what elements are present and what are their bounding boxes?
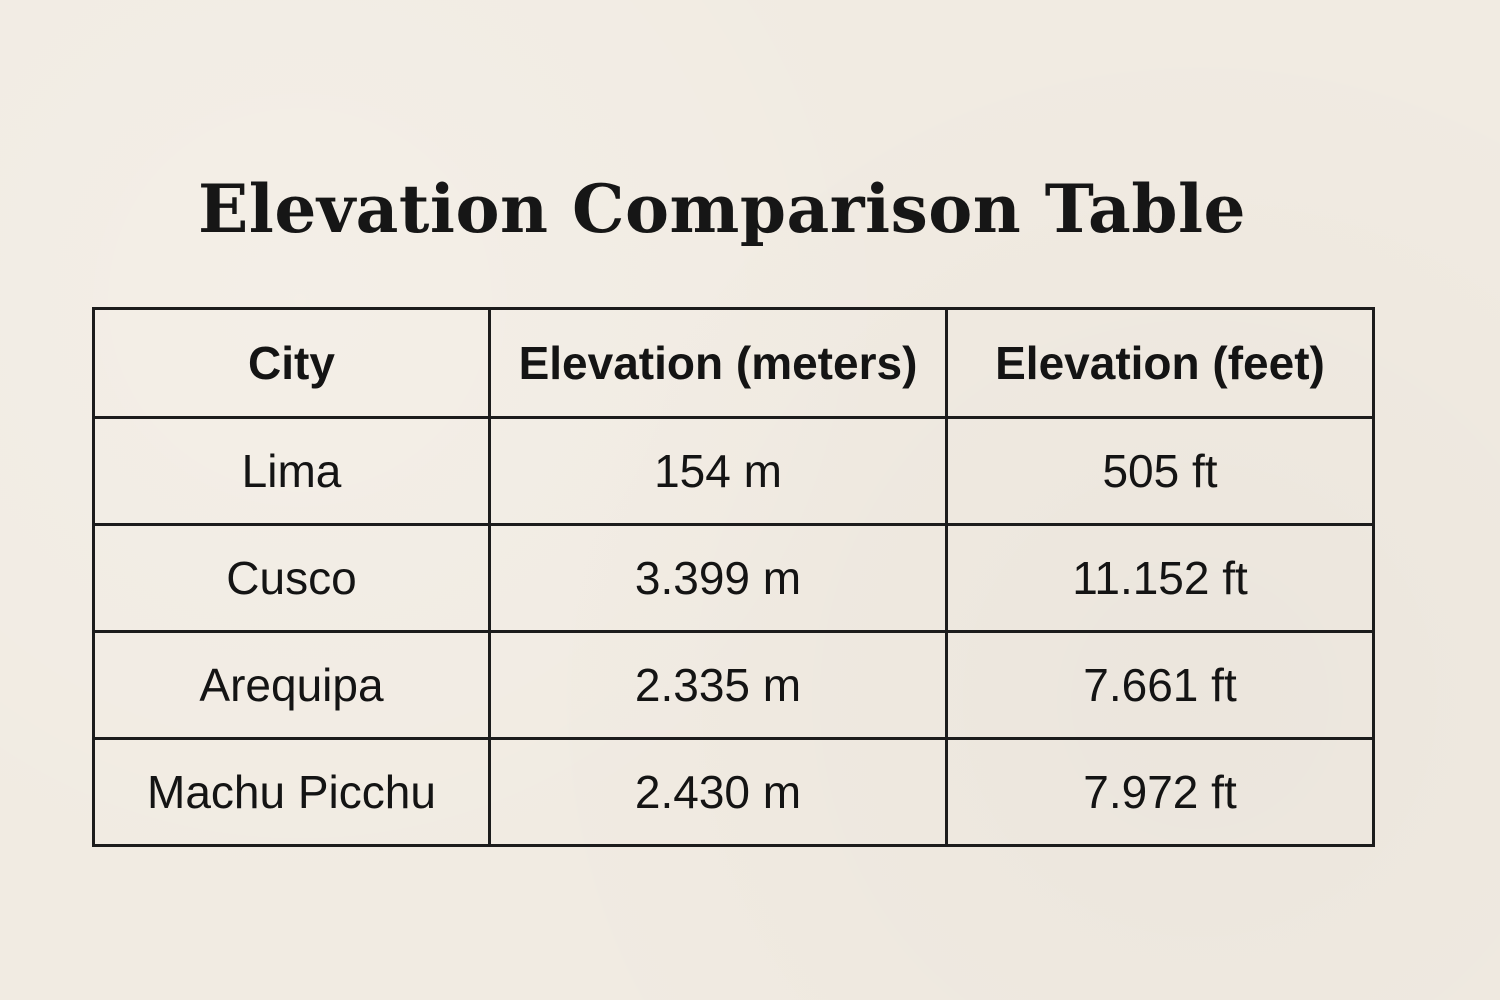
table-row: Lima 154 m 505 ft	[92, 416, 1375, 526]
cell-city: Arequipa	[92, 630, 491, 740]
cell-city: Cusco	[92, 523, 491, 633]
elevation-table: City Elevation (meters) Elevation (feet)…	[92, 307, 1375, 847]
cell-city: Machu Picchu	[92, 737, 491, 847]
column-header-city: City	[92, 307, 491, 419]
cell-elevation-meters: 2.430 m	[488, 737, 948, 847]
cell-elevation-feet: 505 ft	[945, 416, 1375, 526]
table-header-row: City Elevation (meters) Elevation (feet)	[92, 307, 1375, 419]
cell-elevation-feet: 7.972 ft	[945, 737, 1375, 847]
table-row: Machu Picchu 2.430 m 7.972 ft	[92, 737, 1375, 847]
table-row: Arequipa 2.335 m 7.661 ft	[92, 630, 1375, 740]
table-row: Cusco 3.399 m 11.152 ft	[92, 523, 1375, 633]
column-header-elevation-feet: Elevation (feet)	[945, 307, 1375, 419]
cell-elevation-feet: 7.661 ft	[945, 630, 1375, 740]
cell-elevation-meters: 3.399 m	[488, 523, 948, 633]
page-title: Elevation Comparison Table	[197, 170, 1247, 248]
cell-elevation-meters: 2.335 m	[488, 630, 948, 740]
cell-elevation-meters: 154 m	[488, 416, 948, 526]
column-header-elevation-meters: Elevation (meters)	[488, 307, 948, 419]
cell-elevation-feet: 11.152 ft	[945, 523, 1375, 633]
cell-city: Lima	[92, 416, 491, 526]
